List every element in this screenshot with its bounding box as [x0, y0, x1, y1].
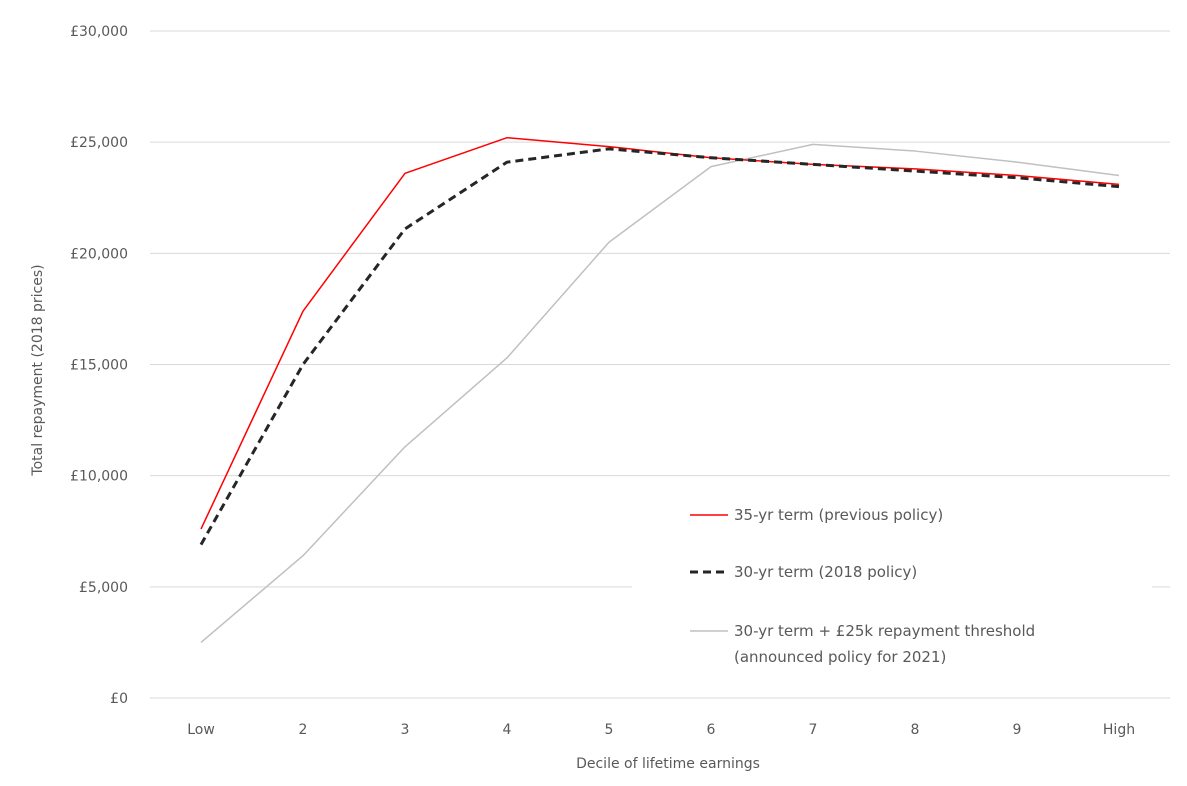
legend-label: 35-yr term (previous policy) [734, 506, 943, 524]
x-tick-label: 7 [809, 722, 818, 738]
x-tick-label: 2 [299, 722, 308, 738]
y-axis-ticks: £0 £5,000 £10,000 £15,000 £20,000 £25,000 £30,… [70, 24, 128, 707]
legend-box [632, 490, 1152, 680]
x-axis-title: Decile of lifetime earnings [576, 756, 760, 772]
x-axis-ticks: Low 2 3 4 5 6 7 8 9 High [187, 722, 1135, 738]
legend-label: 30-yr term + £25k repayment threshold [734, 622, 1035, 640]
y-tick-label: £10,000 [70, 469, 128, 485]
x-tick-label: Low [187, 722, 215, 738]
y-axis-title: Total repayment (2018 prices) [30, 264, 46, 476]
y-tick-label: £5,000 [79, 580, 128, 596]
x-tick-label: 3 [401, 722, 410, 738]
series-line-2 [199, 147, 1120, 546]
legend-background [632, 490, 1152, 680]
legend-label: 30-yr term (2018 policy) [734, 563, 917, 581]
y-tick-label: £15,000 [70, 358, 128, 374]
y-tick-label: £0 [110, 691, 128, 707]
x-tick-label: 9 [1013, 722, 1022, 738]
series-line-1 [200, 136, 1120, 530]
x-tick-label: 6 [707, 722, 716, 738]
x-tick-label: High [1103, 722, 1135, 738]
x-tick-label: 8 [911, 722, 920, 738]
gridlines [150, 30, 1170, 699]
y-tick-label: £25,000 [70, 135, 128, 151]
legend-label-line2: (announced policy for 2021) [734, 648, 946, 666]
y-tick-label: £30,000 [70, 24, 128, 40]
x-tick-label: 5 [605, 722, 614, 738]
series-line-3 [200, 143, 1120, 643]
y-tick-label: £20,000 [70, 246, 128, 262]
x-tick-label: 4 [503, 722, 512, 738]
legend: 35-yr term (previous policy) 30-yr term (… [690, 506, 1035, 666]
series-lines [199, 136, 1120, 643]
